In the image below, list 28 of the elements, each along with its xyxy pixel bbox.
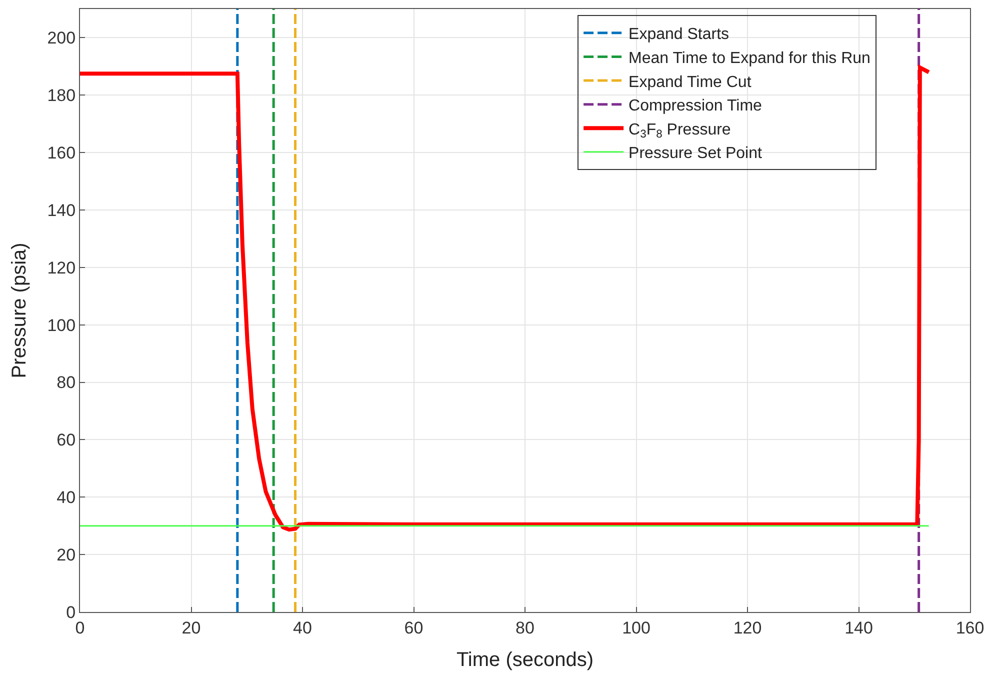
y-tick-label: 140 — [47, 200, 76, 220]
legend-label: Mean Time to Expand for this Run — [628, 50, 870, 67]
x-tick-label: 20 — [182, 618, 201, 638]
y-axis-title: Pressure (psia) — [8, 242, 31, 378]
x-tick-label: 120 — [733, 618, 762, 638]
y-tick-label: 180 — [47, 86, 76, 106]
legend-label: Pressure Set Point — [628, 145, 763, 162]
y-tick-label: 0 — [66, 602, 76, 622]
legend-label: Expand Starts — [628, 26, 730, 44]
y-tick-label: 80 — [56, 373, 76, 392]
y-tick-label: 200 — [47, 28, 76, 48]
x-tick-label: 160 — [956, 618, 984, 638]
y-tick-label: 60 — [56, 430, 76, 450]
y-tick-label: 20 — [56, 546, 76, 565]
y-tick-label: 100 — [47, 316, 76, 335]
x-tick-label: 40 — [293, 618, 312, 638]
line-series — [80, 66, 931, 532]
legend-label: Expand Time Cut — [628, 74, 752, 91]
x-tick-label: 60 — [404, 618, 424, 638]
legend-label: C$_{3}$F$_{8}$ Pressure — [628, 121, 731, 141]
y-tick-label: 160 — [47, 144, 76, 163]
x-axis-title: Time (seconds) — [456, 648, 594, 671]
x-tick-label: 80 — [516, 618, 534, 638]
legend-label: Compression Time — [628, 98, 762, 115]
y-tick-label: 40 — [56, 488, 76, 508]
y-tick-label: 120 — [47, 258, 76, 278]
x-tick-label: 140 — [844, 618, 873, 638]
x-tick-label: 100 — [622, 618, 650, 638]
